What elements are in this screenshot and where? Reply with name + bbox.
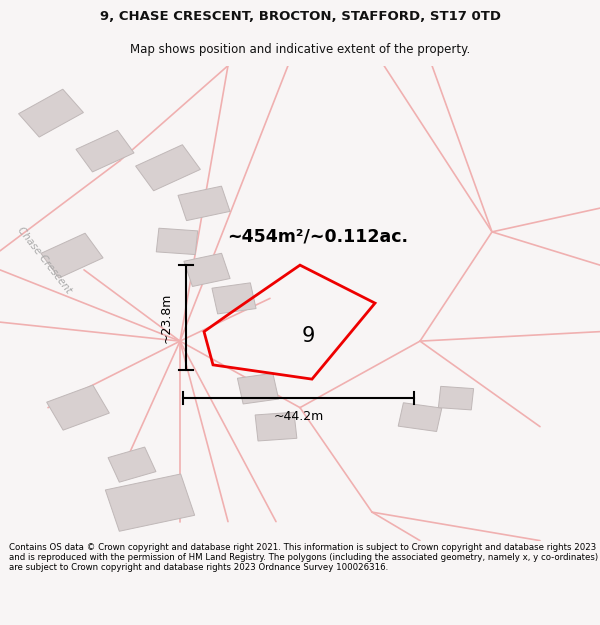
Text: ~23.8m: ~23.8m bbox=[160, 292, 173, 342]
Polygon shape bbox=[156, 228, 198, 254]
Text: Map shows position and indicative extent of the property.: Map shows position and indicative extent… bbox=[130, 42, 470, 56]
Polygon shape bbox=[439, 386, 473, 410]
Polygon shape bbox=[238, 373, 278, 404]
Text: 9: 9 bbox=[302, 326, 315, 346]
Polygon shape bbox=[106, 474, 194, 531]
Polygon shape bbox=[212, 283, 256, 314]
Text: ~454m²/~0.112ac.: ~454m²/~0.112ac. bbox=[227, 228, 409, 246]
Polygon shape bbox=[47, 385, 109, 430]
Polygon shape bbox=[76, 131, 134, 172]
Polygon shape bbox=[398, 402, 442, 431]
Text: 9, CHASE CRESCENT, BROCTON, STAFFORD, ST17 0TD: 9, CHASE CRESCENT, BROCTON, STAFFORD, ST… bbox=[100, 10, 500, 23]
Text: Contains OS data © Crown copyright and database right 2021. This information is : Contains OS data © Crown copyright and d… bbox=[9, 542, 598, 572]
Polygon shape bbox=[184, 253, 230, 286]
Text: ~44.2m: ~44.2m bbox=[274, 410, 323, 423]
Polygon shape bbox=[19, 89, 83, 137]
Polygon shape bbox=[136, 145, 200, 191]
Polygon shape bbox=[108, 447, 156, 482]
Polygon shape bbox=[178, 186, 230, 221]
Polygon shape bbox=[41, 233, 103, 278]
Polygon shape bbox=[255, 412, 297, 441]
Text: Chase Crescent: Chase Crescent bbox=[15, 225, 73, 296]
